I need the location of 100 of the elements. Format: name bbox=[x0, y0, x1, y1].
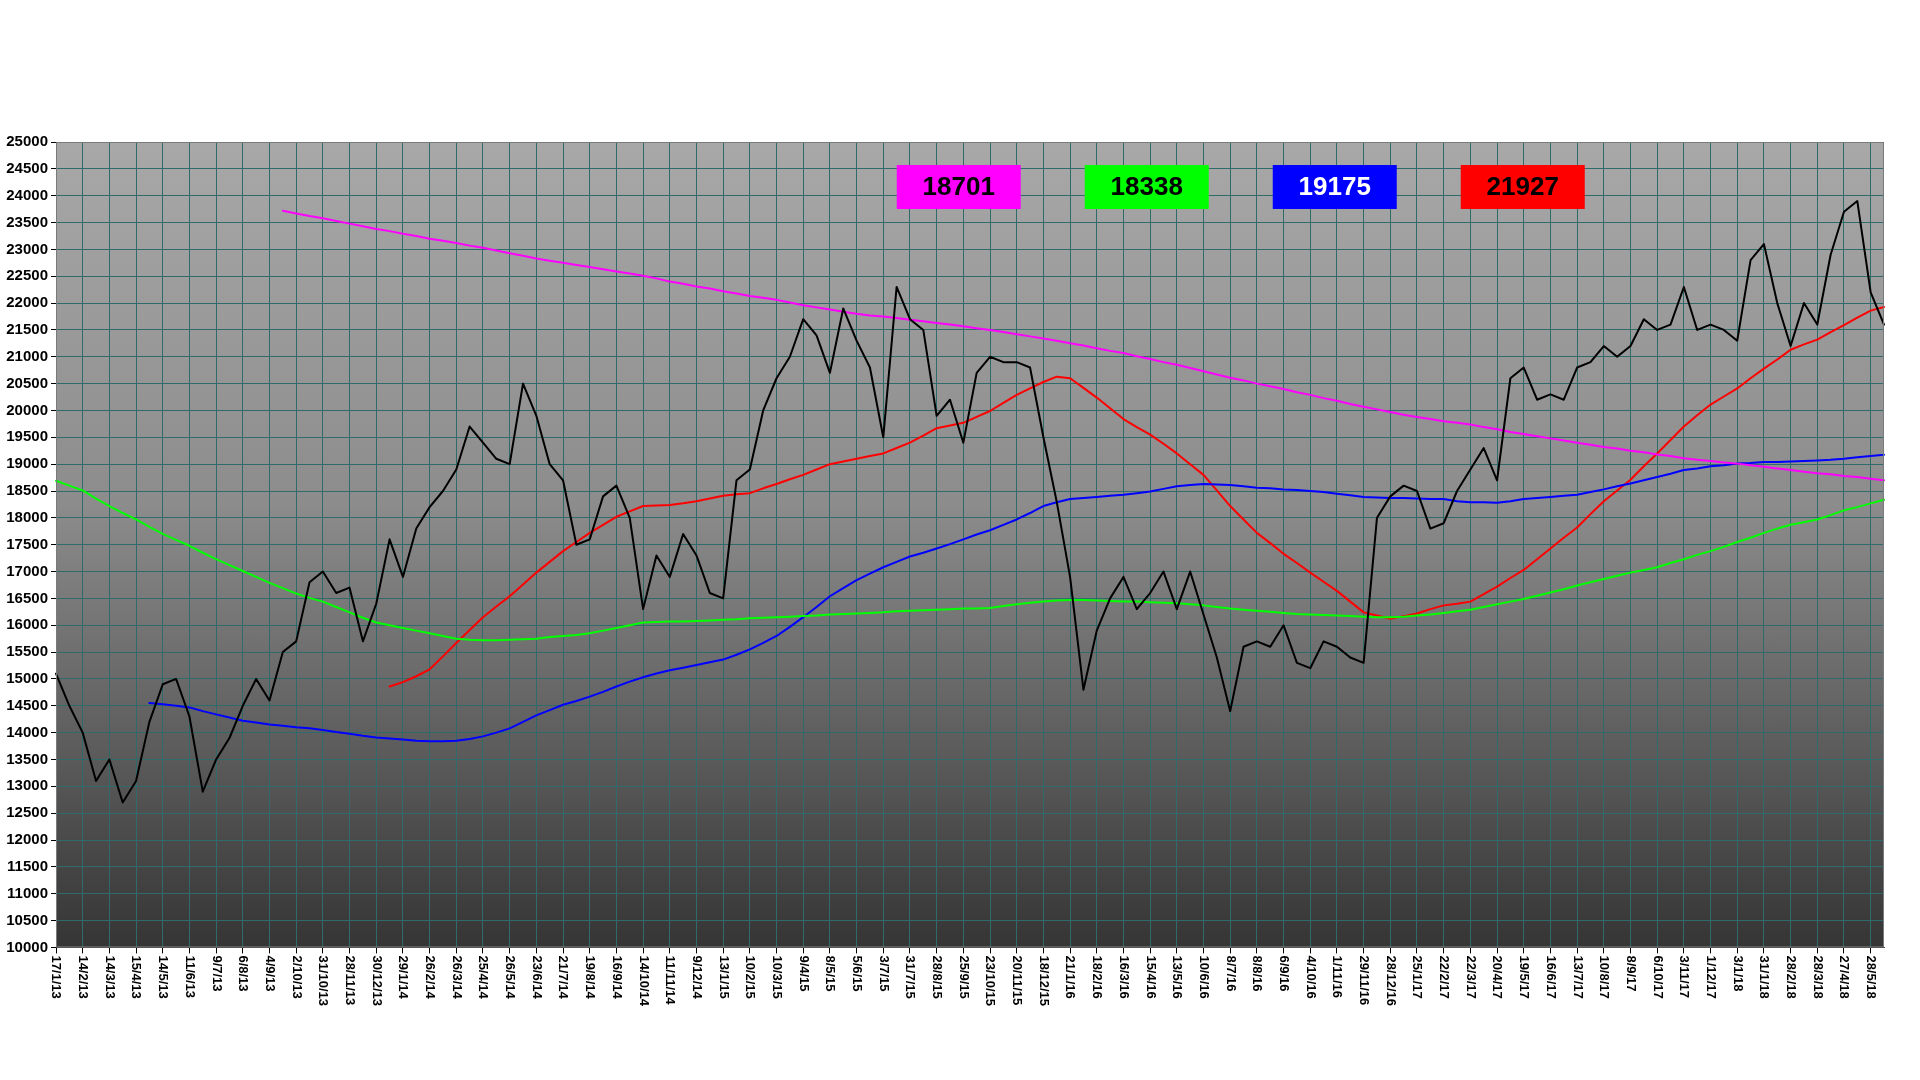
x-tick-label: 16/9/14 bbox=[609, 955, 625, 1000]
y-tick-label: 15500 bbox=[6, 642, 48, 660]
y-tick-label: 16500 bbox=[6, 588, 48, 606]
y-tick-label: 20500 bbox=[6, 373, 48, 391]
text: 19175 bbox=[1298, 171, 1371, 202]
x-tick-label: 3/7/15 bbox=[876, 955, 892, 992]
y-tick-label: 12000 bbox=[6, 830, 48, 848]
x-tick-label: 13/5/16 bbox=[1170, 955, 1186, 999]
x-tick-label: 10/2/15 bbox=[743, 955, 759, 999]
y-tick-label: 23500 bbox=[6, 212, 48, 230]
x-tick-label: 9/7/13 bbox=[209, 955, 225, 992]
x-tick-label: 31/10/13 bbox=[316, 955, 332, 1007]
y-tick-label: 20000 bbox=[6, 400, 48, 418]
x-tick-label: 20/11/15 bbox=[1010, 955, 1026, 1006]
x-tick-label: 22/3/17 bbox=[1463, 955, 1479, 999]
x-tick-label: 30/12/13 bbox=[369, 955, 385, 1007]
x-tick-label: 9/12/14 bbox=[689, 955, 705, 1000]
x-tick-label: 23/6/14 bbox=[529, 955, 545, 1000]
y-tick-label: 10000 bbox=[6, 937, 48, 955]
x-tick-label: 31/7/15 bbox=[903, 955, 919, 999]
x-tick-label: 14/2/13 bbox=[76, 955, 92, 999]
y-tick-label: 13000 bbox=[6, 776, 48, 794]
x-tick-label: 8/8/16 bbox=[1250, 955, 1266, 992]
y-tick-label: 16000 bbox=[6, 615, 48, 633]
x-tick-label: 4/10/16 bbox=[1303, 955, 1319, 999]
x-tick-label: 15/4/16 bbox=[1143, 955, 1159, 999]
text: 18338 bbox=[1110, 171, 1183, 202]
x-tick-label: 9/4/15 bbox=[796, 955, 812, 992]
x-tick-label: 23/10/15 bbox=[983, 955, 999, 1007]
x-tick-label: 4/9/13 bbox=[262, 955, 278, 992]
x-tick-label: 18/2/16 bbox=[1090, 955, 1106, 999]
x-tick-label: 22/2/17 bbox=[1437, 955, 1453, 999]
x-tick-label: 8/5/15 bbox=[823, 955, 839, 992]
x-tick-label: 16/6/17 bbox=[1543, 955, 1559, 999]
x-tick-label: 28/8/15 bbox=[930, 955, 946, 999]
y-tick-label: 17000 bbox=[6, 561, 48, 579]
y-tick-label: 10500 bbox=[6, 910, 48, 928]
x-tick-label: 10/3/15 bbox=[769, 955, 785, 999]
x-tick-label: 26/2/14 bbox=[423, 955, 439, 1000]
x-tick-label: 6/8/13 bbox=[236, 955, 252, 992]
y-tick-label: 22000 bbox=[6, 293, 48, 311]
x-tick-label: 14/3/13 bbox=[102, 955, 118, 999]
y-tick-label: 19000 bbox=[6, 454, 48, 472]
x-tick-label: 1/11/16 bbox=[1330, 955, 1346, 999]
x-tick-label: 28/12/16 bbox=[1383, 955, 1399, 1007]
x-tick-label: 16/3/16 bbox=[1116, 955, 1132, 999]
y-tick-label: 24000 bbox=[6, 185, 48, 203]
x-tick-label: 25/9/15 bbox=[956, 955, 972, 999]
y-tick-label: 12500 bbox=[6, 803, 48, 821]
x-tick-label: 11/6/13 bbox=[182, 955, 198, 999]
y-tick-label: 24500 bbox=[6, 158, 48, 176]
x-tick-label: 6/9/16 bbox=[1276, 955, 1292, 992]
x-tick-label: 20/4/17 bbox=[1490, 955, 1506, 999]
x-tick-label: 27/4/18 bbox=[1837, 955, 1853, 999]
x-tick-label: 26/5/14 bbox=[503, 955, 519, 1000]
x-tick-label: 25/4/14 bbox=[476, 955, 492, 1000]
x-tick-label: 2/10/13 bbox=[289, 955, 305, 999]
x-tick-label: 13/7/17 bbox=[1570, 955, 1586, 999]
x-tick-label: 19/8/14 bbox=[583, 955, 599, 1000]
x-tick-label: 19/5/17 bbox=[1517, 955, 1533, 999]
x-tick-label: 8/9/17 bbox=[1623, 955, 1639, 992]
x-tick-label: 3/11/17 bbox=[1677, 955, 1693, 999]
x-tick-label: 3/1/18 bbox=[1730, 955, 1746, 992]
text: 18701 bbox=[922, 171, 995, 202]
x-tick-label: 25/1/17 bbox=[1410, 955, 1426, 999]
y-tick-label: 18000 bbox=[6, 507, 48, 525]
x-tick-label: 17/1/13 bbox=[49, 955, 65, 999]
x-tick-label: 10/6/16 bbox=[1196, 955, 1212, 999]
x-tick-label: 29/1/14 bbox=[396, 955, 412, 1000]
x-tick-label: 31/1/18 bbox=[1757, 955, 1773, 999]
x-tick-label: 8/7/16 bbox=[1223, 955, 1239, 992]
y-tick-label: 11500 bbox=[7, 857, 48, 874]
y-tick-label: 19500 bbox=[6, 427, 48, 445]
x-tick-label: 28/3/18 bbox=[1810, 955, 1826, 999]
x-tick-label: 21/1/16 bbox=[1063, 955, 1079, 999]
x-tick-label: 13/1/15 bbox=[716, 955, 732, 999]
x-tick-label: 21/7/14 bbox=[556, 955, 572, 1000]
y-tick-label: 17500 bbox=[6, 534, 48, 552]
y-tick-label: 14500 bbox=[6, 695, 48, 713]
x-tick-label: 11/11/14 bbox=[663, 955, 679, 1006]
text: 21927 bbox=[1486, 171, 1559, 202]
y-tick-label: 23000 bbox=[6, 239, 48, 257]
y-tick-label: 18500 bbox=[6, 481, 48, 499]
x-tick-label: 28/2/18 bbox=[1784, 955, 1800, 999]
x-tick-label: 18/12/15 bbox=[1036, 955, 1052, 1007]
y-tick-label: 13500 bbox=[6, 749, 48, 767]
y-tick-label: 15000 bbox=[6, 669, 48, 687]
x-tick-label: 1/12/17 bbox=[1703, 955, 1719, 999]
x-tick-label: 28/11/13 bbox=[342, 955, 358, 1006]
x-tick-label: 28/5/18 bbox=[1864, 955, 1880, 999]
x-tick-label: 6/10/17 bbox=[1650, 955, 1666, 999]
x-tick-label: 10/8/17 bbox=[1597, 955, 1613, 999]
y-tick-label: 14000 bbox=[6, 722, 48, 740]
x-tick-label: 14/5/13 bbox=[156, 955, 172, 999]
y-tick-label: 21000 bbox=[6, 346, 48, 364]
x-tick-label: 29/11/16 bbox=[1357, 955, 1373, 1006]
y-tick-label: 11000 bbox=[7, 883, 48, 901]
x-tick-label: 15/4/13 bbox=[129, 955, 145, 999]
y-tick-label: 21500 bbox=[6, 320, 48, 338]
y-tick-label: 22500 bbox=[6, 266, 48, 284]
